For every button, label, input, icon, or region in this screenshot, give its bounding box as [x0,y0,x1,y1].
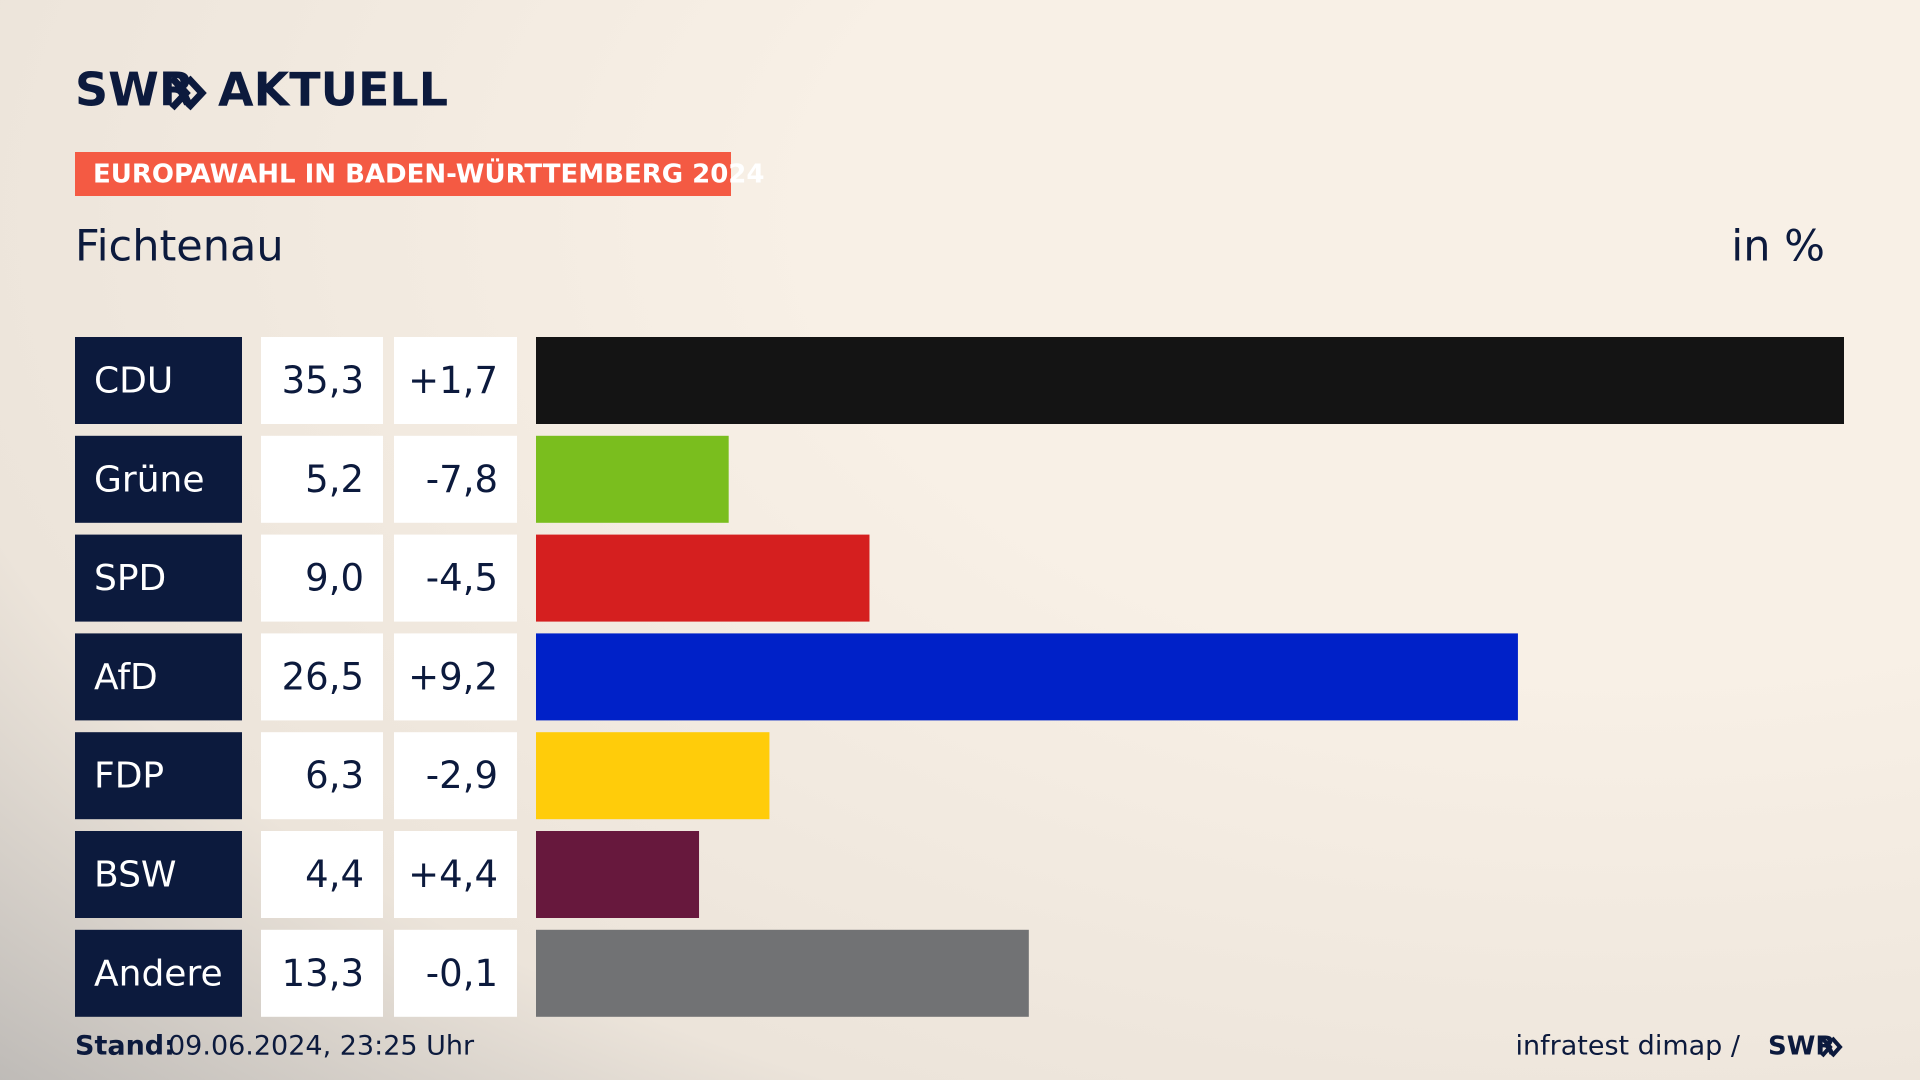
bar [536,929,1029,1017]
change-label: +9,2 [408,655,498,698]
value-label: 9,0 [305,557,364,600]
party-box [75,929,242,1017]
change-box [394,435,517,523]
value-box [261,732,383,820]
value-label: 5,2 [305,458,364,501]
value-label: 6,3 [305,754,364,797]
change-box [394,929,517,1017]
change-label: -4,5 [426,557,498,600]
logo-chevrons [169,75,207,111]
value-box [261,831,383,918]
bar [536,534,870,622]
source: infratest dimap / [1515,1031,1740,1062]
party-label: BSW [94,855,177,896]
party-box [75,633,242,721]
bar [536,337,1844,424]
value-box [261,435,383,523]
value-box [261,929,383,1017]
value-label: 13,3 [282,952,364,995]
party-label: SPD [94,558,166,599]
chart-title: Fichtenau [75,222,284,272]
bar [536,435,729,523]
party-label: AfD [94,657,158,698]
footer-date: 09.06.2024, 23:25 Uhr [168,1031,475,1062]
party-box [75,337,242,424]
party-box [75,732,242,820]
bar [536,633,1518,721]
change-label: -2,9 [426,754,498,797]
party-label: Grüne [94,459,204,500]
value-box [261,633,383,721]
logo-text: AKTUELL [218,63,448,117]
value-box [261,534,383,622]
change-box [394,534,517,622]
party-label: Andere [94,953,223,994]
bar [536,732,770,820]
party-label: CDU [94,361,173,402]
value-label: 26,5 [282,655,364,698]
value-label: 4,4 [305,853,364,896]
change-label: -0,1 [426,952,498,995]
value-box [261,337,383,424]
party-box [75,534,242,622]
change-box [394,633,517,721]
unit: in % [1731,222,1825,272]
value-label: 35,3 [282,359,364,402]
party-label: FDP [94,756,164,797]
change-box [394,337,517,424]
source-logo: SWR [1768,1032,1835,1062]
change-label: -7,8 [426,458,498,501]
change-label: +4,4 [408,853,498,896]
badge: EUROPAWAHL IN BADEN-WÜRTTEMBERG 2024 [93,157,764,190]
footer-label: Stand: [75,1031,175,1062]
change-label: +1,7 [408,359,498,402]
party-box [75,831,242,918]
change-box [394,831,517,918]
bar [536,831,700,918]
party-box [75,435,242,523]
source-chevrons [1820,1036,1843,1058]
change-box [394,732,517,820]
badge-bg [75,152,731,196]
